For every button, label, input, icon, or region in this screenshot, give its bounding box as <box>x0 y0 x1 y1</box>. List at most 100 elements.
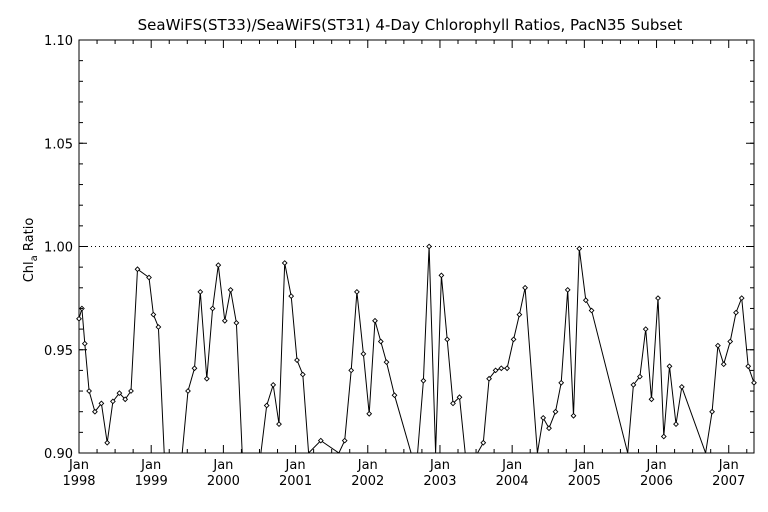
data-point <box>426 243 432 250</box>
data-point <box>486 375 492 382</box>
data-point <box>709 408 715 415</box>
data-point <box>221 317 228 324</box>
data-point <box>733 309 739 316</box>
data-point <box>715 342 721 349</box>
data-point <box>655 295 661 301</box>
x-tick-month-label: Jan <box>501 458 522 473</box>
data-point <box>98 400 105 407</box>
data-point <box>558 379 565 386</box>
data-point <box>588 307 595 314</box>
series-group <box>76 243 757 453</box>
data-point <box>203 375 210 382</box>
y-axis-label-sub: a <box>29 255 40 261</box>
data-point <box>92 408 98 415</box>
data-point <box>76 315 82 322</box>
data-point <box>110 398 116 405</box>
y-tick-label: 0.90 <box>44 447 73 462</box>
data-point <box>678 384 685 390</box>
data-point <box>666 363 673 370</box>
data-point <box>276 421 282 427</box>
data-point <box>372 317 378 324</box>
data-point <box>564 287 571 293</box>
x-tick-month-label: Jan <box>212 458 233 473</box>
data-point <box>185 388 191 394</box>
data-point <box>745 363 752 370</box>
data-point <box>104 439 111 446</box>
data-point <box>270 382 277 388</box>
x-tick-year-label: 2007 <box>712 474 745 489</box>
data-point <box>263 402 270 409</box>
data-point <box>155 324 162 330</box>
y-axis-label-main: Chl <box>22 261 37 282</box>
data-point <box>377 338 384 345</box>
x-tick-year-label: 1999 <box>135 474 168 489</box>
data-point <box>576 245 583 252</box>
x-tick-month-label: Jan <box>718 458 739 473</box>
chart-title: SeaWiFS(ST33)/SeaWiFS(ST31) 4-Day Chloro… <box>138 16 683 34</box>
x-ticks: Jan1998Jan1999Jan2000Jan2001Jan2002Jan20… <box>62 40 748 489</box>
data-point <box>546 425 552 432</box>
data-point <box>128 388 134 394</box>
x-tick-year-label: 2005 <box>568 474 601 489</box>
data-point <box>751 379 757 386</box>
data-point <box>540 415 547 421</box>
data-point <box>648 396 655 403</box>
x-tick-month-label: Jan <box>68 458 89 473</box>
x-tick-month-label: Jan <box>646 458 667 473</box>
x-tick-month-label: Jan <box>285 458 306 473</box>
data-point <box>660 433 667 440</box>
data-point <box>522 284 528 291</box>
data-point <box>391 392 398 399</box>
data-point <box>215 262 222 268</box>
data-point <box>116 390 123 396</box>
data-point <box>510 336 517 343</box>
data-point <box>444 336 451 343</box>
x-tick-year-label: 2002 <box>351 474 384 489</box>
y-tick-label: 0.95 <box>44 344 73 359</box>
y-axis-label-rest: Ratio <box>22 218 37 256</box>
x-tick-month-label: Jan <box>357 458 378 473</box>
data-point <box>281 260 288 266</box>
x-tick-month-label: Jan <box>429 458 450 473</box>
data-point <box>492 367 499 374</box>
data-point <box>673 421 679 427</box>
data-point <box>86 388 92 394</box>
y-ticks: 0.90 0.95 1.00 1.05 1.10 <box>44 34 754 462</box>
data-point <box>552 408 559 415</box>
data-point <box>191 365 198 372</box>
data-point <box>233 320 240 326</box>
data-point <box>317 437 324 444</box>
data-point <box>209 305 216 312</box>
data-point <box>642 326 649 332</box>
data-point <box>227 287 234 293</box>
data-point <box>450 400 456 407</box>
data-point <box>288 293 295 299</box>
data-point <box>637 373 643 380</box>
data-point <box>134 266 141 273</box>
x-tick-year-label: 2000 <box>207 474 240 489</box>
data-point <box>360 351 367 357</box>
data-point <box>630 382 637 388</box>
data-point <box>146 274 152 281</box>
y-axis-label: Chla Ratio <box>22 218 40 283</box>
data-point <box>294 357 300 363</box>
data-point <box>383 359 390 365</box>
data-point <box>299 371 306 378</box>
x-tick-year-label: 2001 <box>279 474 312 489</box>
x-tick-year-label: 1998 <box>62 474 95 489</box>
data-point <box>197 289 204 295</box>
data-point <box>738 295 745 301</box>
x-tick-year-label: 2006 <box>640 474 673 489</box>
data-point <box>122 396 129 403</box>
data-point <box>516 311 523 318</box>
data-point <box>582 297 589 304</box>
data-point <box>420 377 427 384</box>
data-point <box>348 367 355 374</box>
data-point <box>438 272 445 279</box>
data-point <box>727 338 734 345</box>
data-point <box>341 437 348 444</box>
x-tick-month-label: Jan <box>573 458 594 473</box>
data-point <box>504 365 510 372</box>
x-tick-year-label: 2003 <box>423 474 456 489</box>
